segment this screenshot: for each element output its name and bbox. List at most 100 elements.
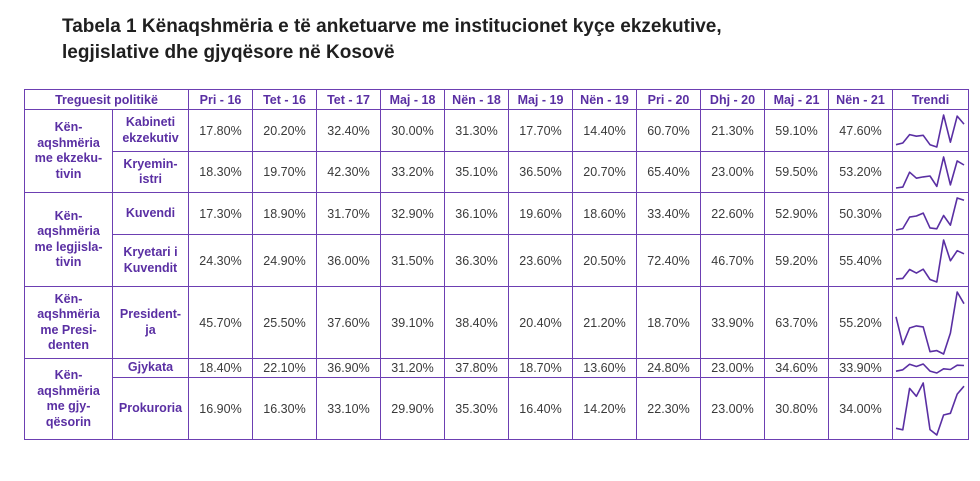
value-cell: 24.80% bbox=[636, 358, 701, 378]
value-cell: 20.50% bbox=[572, 234, 637, 287]
value-cell: 20.20% bbox=[252, 109, 317, 152]
sparkline-line bbox=[895, 113, 965, 148]
group-label-line: denten bbox=[48, 338, 89, 352]
value-cell: 36.30% bbox=[444, 234, 509, 287]
value-cell: 30.80% bbox=[764, 377, 829, 440]
indicator-label-line: istri bbox=[139, 172, 162, 186]
value-cell: 46.70% bbox=[700, 234, 765, 287]
indicator-label-line: Kuvendi bbox=[125, 205, 176, 220]
value-cell: 33.20% bbox=[380, 151, 445, 193]
value-cell: 16.40% bbox=[508, 377, 573, 440]
table-row: Kën-aqshmëria me legjisla-tivin Kuvendi 17.… bbox=[24, 192, 969, 287]
value-cell: 37.80% bbox=[444, 358, 509, 378]
sparkline-line bbox=[895, 238, 965, 283]
value-cell: 31.70% bbox=[316, 192, 381, 235]
value-cell: 22.10% bbox=[252, 358, 317, 378]
value-cell: 65.40% bbox=[636, 151, 701, 193]
value-cell: 59.50% bbox=[764, 151, 829, 193]
sparkline-svg bbox=[895, 113, 965, 148]
value-cell: 36.50% bbox=[508, 151, 573, 193]
value-cell: 20.40% bbox=[508, 286, 573, 359]
indicator-label-line: Kuvendit bbox=[123, 260, 178, 275]
value-cell: 33.90% bbox=[700, 286, 765, 359]
trend-sparkline bbox=[892, 286, 969, 359]
value-cell: 21.20% bbox=[572, 286, 637, 359]
trend-sparkline bbox=[892, 358, 969, 378]
group-label-line: Kën- bbox=[54, 120, 83, 134]
group-label-line: aqshmëria bbox=[37, 307, 100, 321]
indicator-label: Kryetari i Kuvendit bbox=[112, 234, 189, 287]
table-body: Kën-aqshmëria me ekzeku-tivin Kabineti ekze… bbox=[24, 109, 969, 440]
indicator-label-line: Kryemin- bbox=[123, 156, 178, 171]
group-label-line: me legjisla- bbox=[34, 239, 103, 254]
value-cell: 19.60% bbox=[508, 192, 573, 235]
trend-sparkline bbox=[892, 151, 969, 193]
table-row: Kryemin-istri 18.30% 19.70% 42.30% 33.20% 35.… bbox=[25, 151, 969, 193]
header-period: Maj - 18 bbox=[380, 89, 445, 110]
value-cell: 59.20% bbox=[764, 234, 829, 287]
value-cell: 18.30% bbox=[188, 151, 253, 193]
value-cell: 35.10% bbox=[444, 151, 509, 193]
group-label-line: Kën- bbox=[54, 208, 83, 223]
value-cell: 42.30% bbox=[316, 151, 381, 193]
value-cell: 50.30% bbox=[828, 192, 893, 235]
sparkline-line bbox=[895, 381, 965, 436]
header-period: Pri - 16 bbox=[188, 89, 253, 110]
group-label-line: qësorin bbox=[45, 414, 92, 429]
value-cell: 59.10% bbox=[764, 109, 829, 152]
value-cell: 72.40% bbox=[636, 234, 701, 287]
value-cell: 53.20% bbox=[828, 151, 893, 193]
table-row: Kën-aqshmëria me Presi-denten President-ja… bbox=[24, 286, 969, 359]
value-cell: 39.10% bbox=[380, 286, 445, 359]
value-cell: 32.40% bbox=[316, 109, 381, 152]
value-cell: 33.90% bbox=[828, 358, 893, 378]
value-cell: 30.00% bbox=[380, 109, 445, 152]
group-label-line: aqshmëria bbox=[37, 383, 100, 398]
value-cell: 25.50% bbox=[252, 286, 317, 359]
value-cell: 45.70% bbox=[188, 286, 253, 359]
value-cell: 19.70% bbox=[252, 151, 317, 193]
value-cell: 31.20% bbox=[380, 358, 445, 378]
trend-sparkline bbox=[892, 192, 969, 235]
value-cell: 23.00% bbox=[700, 377, 765, 440]
header-indicators: Treguesit politikë bbox=[24, 89, 189, 110]
sparkline-svg bbox=[895, 238, 965, 283]
group-label: Kën-aqshmëria me gjy-qësorin bbox=[24, 358, 113, 440]
value-cell: 32.90% bbox=[380, 192, 445, 235]
value-cell: 17.70% bbox=[508, 109, 573, 152]
value-cell: 17.30% bbox=[188, 192, 253, 235]
indicator-label-line: President- bbox=[119, 307, 182, 321]
value-cell: 21.30% bbox=[700, 109, 765, 152]
table-row: Prokuroria 16.90% 16.30% 33.10% 29.90% 35.30%… bbox=[25, 377, 969, 440]
indicator-label-line: Prokuroria bbox=[118, 400, 183, 415]
indicator-label-line: Kryetari i bbox=[123, 245, 178, 259]
value-cell: 55.40% bbox=[828, 234, 893, 287]
sparkline-svg bbox=[895, 196, 965, 231]
table-title-line-2: legjislative dhe gjyqësore në Kosovë bbox=[62, 42, 395, 63]
value-cell: 33.40% bbox=[636, 192, 701, 235]
group-label-line: aqshmëria bbox=[37, 224, 100, 238]
header-period: Pri - 20 bbox=[636, 89, 701, 110]
value-cell: 52.90% bbox=[764, 192, 829, 235]
value-cell: 24.90% bbox=[252, 234, 317, 287]
value-cell: 37.60% bbox=[316, 286, 381, 359]
value-cell: 55.20% bbox=[828, 286, 893, 359]
value-cell: 18.70% bbox=[636, 286, 701, 359]
indicator-label: Kuvendi bbox=[112, 192, 189, 235]
value-cell: 18.90% bbox=[252, 192, 317, 235]
value-cell: 35.30% bbox=[444, 377, 509, 440]
indicator-label-line: Kabineti bbox=[125, 115, 176, 129]
indicator-label: President-ja bbox=[112, 286, 189, 359]
value-cell: 24.30% bbox=[188, 234, 253, 287]
trend-sparkline bbox=[892, 234, 969, 287]
value-cell: 14.40% bbox=[572, 109, 637, 152]
table-row: Kën-aqshmëria me ekzeku-tivin Kabineti ekze… bbox=[24, 109, 969, 193]
group-label-line: me ekzeku- bbox=[34, 151, 103, 165]
indicator-label: Prokuroria bbox=[112, 377, 189, 440]
group-label: Kën-aqshmëria me ekzeku-tivin bbox=[24, 109, 113, 193]
table-title: Tabela 1 Kënaqshmëria e të anketuarve me… bbox=[62, 14, 942, 66]
group-label-line: me gjy- bbox=[46, 399, 91, 413]
header-period: Tet - 17 bbox=[316, 89, 381, 110]
header-period: Maj - 19 bbox=[508, 89, 573, 110]
indicator-label-line: ja bbox=[145, 322, 156, 337]
